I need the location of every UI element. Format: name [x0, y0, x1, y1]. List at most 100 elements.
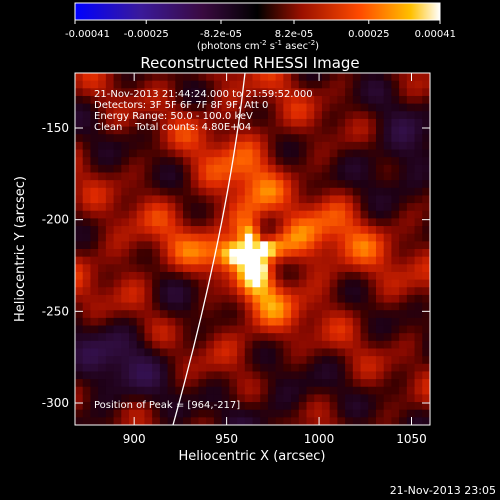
heatmap-cell — [352, 95, 362, 105]
heatmap-cell — [105, 210, 115, 219]
heatmap-cell — [375, 333, 385, 342]
heatmap-cell — [221, 271, 230, 281]
heatmap-cell — [291, 294, 300, 304]
heatmap-cell — [98, 157, 107, 166]
heatmap-cell — [121, 157, 130, 166]
heatmap-cell — [159, 103, 169, 112]
heatmap-cell — [275, 180, 284, 189]
heatmap-cell — [144, 187, 153, 197]
heatmap-cell — [283, 118, 292, 128]
heatmap-cell — [206, 95, 215, 105]
heatmap-cell — [105, 356, 115, 365]
heatmap-cell — [113, 356, 122, 365]
heatmap-cell — [267, 80, 277, 89]
heatmap-cell — [406, 249, 416, 258]
heatmap-cell — [337, 172, 346, 181]
heatmap-cell — [190, 111, 200, 120]
heatmap-cell — [82, 317, 92, 327]
heatmap-cell — [422, 180, 430, 189]
heatmap-cell — [75, 279, 84, 288]
heatmap-cell — [198, 371, 207, 380]
heatmap-cell — [237, 233, 246, 242]
heatmap-cell — [375, 325, 385, 334]
heatmap-cell — [105, 187, 115, 197]
heatmap-cell — [260, 271, 269, 281]
heatmap-cell — [136, 195, 146, 204]
heatmap-cell — [237, 371, 246, 380]
heatmap-cell — [190, 187, 200, 197]
heatmap-cell — [152, 157, 161, 166]
heatmap-cell — [129, 394, 138, 403]
heatmap-cell — [121, 394, 130, 403]
heatmap-cell — [267, 348, 277, 357]
heatmap-cell — [175, 317, 184, 327]
heatmap-cell — [314, 409, 323, 418]
heatmap-cell — [213, 394, 223, 403]
heatmap-cell — [159, 294, 169, 304]
heatmap-cell — [175, 95, 184, 105]
heatmap-cell — [422, 210, 430, 219]
heatmap-cell — [345, 80, 354, 89]
heatmap-cell — [275, 317, 284, 327]
heatmap-cell — [306, 88, 315, 97]
heatmap-cell — [105, 256, 115, 265]
heatmap-cell — [291, 310, 300, 319]
heatmap-cell — [368, 195, 377, 204]
heatmap-cell — [213, 73, 223, 82]
heatmap-cell — [406, 233, 416, 242]
heatmap-cell — [337, 333, 346, 342]
heatmap-cell — [105, 172, 115, 181]
heatmap-cell — [159, 149, 169, 158]
heatmap-cell — [213, 287, 223, 296]
heatmap-cell — [352, 402, 362, 411]
heatmap-cell — [82, 294, 92, 304]
heatmap-cell — [221, 95, 230, 105]
heatmap-cell — [190, 394, 200, 403]
heatmap-cell — [267, 149, 277, 158]
heatmap-cell — [391, 141, 400, 151]
heatmap-cell — [260, 409, 269, 418]
heatmap-cell — [183, 134, 192, 143]
heatmap-cell — [152, 111, 161, 120]
heatmap-cell — [113, 325, 122, 334]
heatmap-cell — [345, 279, 354, 288]
heatmap-cell — [391, 279, 400, 288]
heatmap-cell — [82, 363, 92, 373]
heatmap-cell — [206, 195, 215, 204]
heatmap-cell — [152, 279, 161, 288]
heatmap-cell — [213, 256, 223, 265]
heatmap-cell — [121, 363, 130, 373]
heatmap-cell — [267, 164, 277, 174]
heatmap-cell — [129, 195, 138, 204]
heatmap-cell — [229, 271, 238, 281]
heatmap-cell — [213, 409, 223, 418]
heatmap-cell — [206, 118, 215, 128]
heatmap-cell — [98, 340, 107, 350]
heatmap-cell — [213, 386, 223, 395]
heatmap-cell — [167, 103, 176, 112]
heatmap-cell — [383, 279, 393, 288]
heatmap-cell — [321, 279, 331, 288]
heatmap-cell — [314, 402, 323, 411]
heatmap-cell — [283, 249, 292, 258]
heatmap-cell — [321, 271, 331, 281]
heatmap-cell — [144, 126, 153, 135]
heatmap-cell — [237, 249, 246, 258]
heatmap-cell — [98, 386, 107, 395]
heatmap-cell — [321, 287, 331, 296]
heatmap-cell — [152, 226, 161, 235]
heatmap-cell — [229, 111, 238, 120]
heatmap-cell — [159, 302, 169, 311]
heatmap-cell — [175, 333, 184, 342]
heatmap-cell — [82, 333, 92, 342]
heatmap-cell — [121, 118, 130, 128]
heatmap-cell — [98, 73, 107, 82]
heatmap-cell — [144, 294, 153, 304]
heatmap-cell — [129, 187, 138, 197]
heatmap-cell — [283, 95, 292, 105]
heatmap-cell — [129, 80, 138, 89]
heatmap-cell — [229, 402, 238, 411]
heatmap-cell — [321, 371, 331, 380]
heatmap-cell — [90, 302, 99, 311]
heatmap-cell — [113, 195, 122, 204]
